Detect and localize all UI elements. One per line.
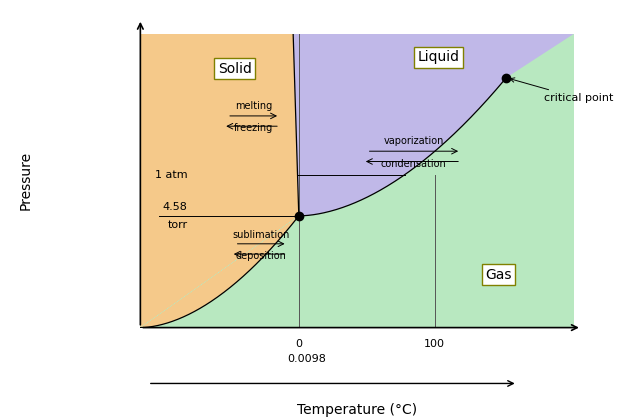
Text: Liquid: Liquid	[417, 50, 459, 64]
Text: sublimation: sublimation	[232, 230, 290, 240]
Polygon shape	[293, 34, 574, 216]
Text: Gas: Gas	[486, 268, 512, 282]
Text: 0.0098: 0.0098	[287, 354, 326, 364]
Text: freezing: freezing	[234, 123, 273, 133]
Text: 1 atm: 1 atm	[155, 170, 188, 180]
Text: 0: 0	[295, 339, 302, 349]
Text: critical point: critical point	[510, 78, 613, 103]
Text: 100: 100	[424, 339, 445, 349]
Text: Temperature (°C): Temperature (°C)	[297, 402, 417, 417]
Text: vaporization: vaporization	[383, 136, 444, 146]
Text: deposition: deposition	[235, 252, 286, 261]
Text: Solid: Solid	[218, 62, 251, 76]
Text: torr: torr	[167, 220, 188, 230]
Text: melting: melting	[235, 100, 272, 110]
Polygon shape	[140, 34, 299, 328]
Text: condensation: condensation	[381, 159, 447, 169]
Text: 4.58: 4.58	[163, 202, 188, 212]
Text: Pressure: Pressure	[19, 151, 33, 210]
